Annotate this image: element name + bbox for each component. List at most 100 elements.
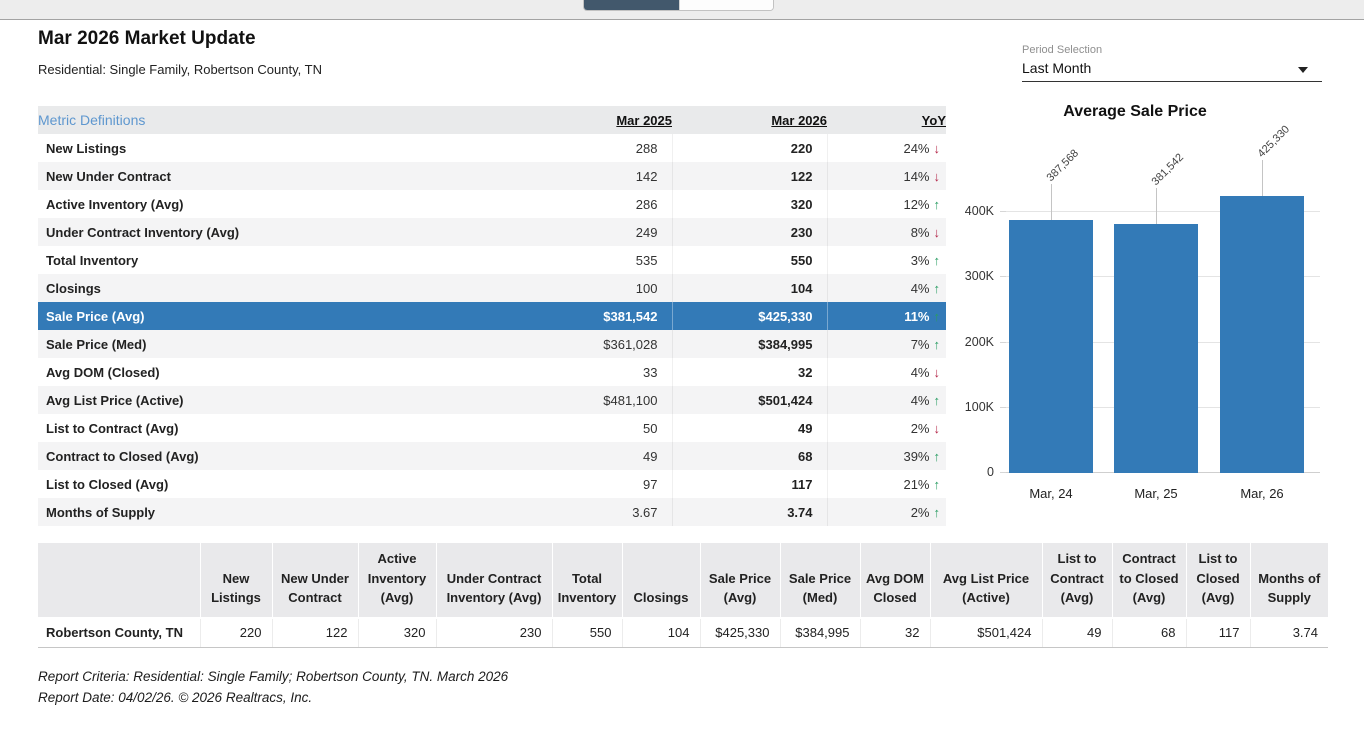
metric-prev-value: 50 [398, 414, 673, 442]
metric-curr-value: 104 [672, 274, 828, 302]
metric-curr-value: 320 [672, 190, 828, 218]
y-axis-tick: 400K [964, 204, 994, 219]
metric-prev-value: 535 [398, 246, 673, 274]
metric-row[interactable]: New Listings 288 220 24% ↓ [38, 134, 946, 162]
yoy-percent: 11% [904, 308, 930, 324]
metric-label: Months of Supply [46, 504, 156, 520]
summary-cell: 220 [199, 616, 272, 648]
metric-label: Active Inventory (Avg) [46, 196, 184, 212]
metrics-comparison-table: Metric Definitions Mar 2025 Mar 2026 YoY… [38, 106, 946, 526]
x-axis-label: Mar, 25 [1134, 486, 1178, 501]
summary-cell: 3.74 [1249, 616, 1328, 648]
gridline-400k: 400K [965, 204, 1320, 218]
metric-prev-value: 97 [398, 470, 673, 498]
metric-row[interactable]: Months of Supply 3.67 3.74 2% ↑ [38, 498, 946, 526]
metric-row[interactable]: List to Closed (Avg) 97 117 21% ↑ [38, 470, 946, 498]
summary-corner-cell [38, 543, 200, 618]
metric-label: Sale Price (Med) [46, 336, 147, 352]
bar-leader-line [1051, 184, 1052, 221]
metric-prev-value: $381,542 [398, 302, 673, 330]
bar-mar-26[interactable] [1220, 195, 1304, 473]
summary-row-label: Robertson County, TN [38, 616, 200, 648]
column-header-yoy[interactable]: YoY [921, 112, 946, 128]
metric-label: List to Contract (Avg) [46, 420, 179, 436]
yoy-percent: 2% [910, 504, 930, 520]
trend-arrow-icon: ↓ [933, 140, 941, 156]
metric-row[interactable]: Under Contract Inventory (Avg) 249 230 8% ↓ [38, 218, 946, 246]
yoy-percent: 39% [903, 448, 930, 464]
metric-yoy-cell: 39% ↑ [827, 442, 946, 470]
summary-cell: 117 [1185, 616, 1250, 648]
metric-prev-value: $361,028 [398, 330, 673, 358]
period-selection-label: Period Selection [1022, 44, 1103, 56]
bar-group-mar-25: 381,542 Mar, 25 [1114, 152, 1198, 501]
summary-cell: $501,424 [929, 616, 1042, 648]
chart-title: Average Sale Price [1063, 103, 1207, 120]
metric-curr-value: $425,330 [672, 302, 828, 330]
metric-curr-value: 3.74 [672, 498, 828, 526]
metric-row[interactable]: Closings 100 104 4% ↑ [38, 274, 946, 302]
metric-yoy-cell: 4% ↑ [827, 386, 946, 414]
summary-cell: 230 [435, 616, 552, 648]
metric-row[interactable]: New Under Contract 142 122 14% ↓ [38, 162, 946, 190]
bar-value-label: 387,568 [1044, 147, 1082, 185]
metric-curr-value: 32 [672, 358, 828, 386]
metric-yoy-cell: 11% ↑ [827, 302, 946, 330]
metric-definitions-link[interactable]: Metric Definitions [38, 112, 146, 128]
metrics-rows: New Listings 288 220 24% ↓ New Under Contract… [38, 134, 946, 526]
metric-prev-value: 49 [398, 442, 673, 470]
metric-row[interactable]: List to Contract (Avg) 50 49 2% ↓ [38, 414, 946, 442]
metric-label: Total Inventory [46, 252, 139, 268]
summary-cell: 49 [1041, 616, 1112, 648]
bar-mar-24[interactable] [1009, 220, 1093, 473]
metric-prev-value: 142 [398, 162, 673, 190]
metric-yoy-cell: 12% ↑ [827, 190, 946, 218]
view-toggle-inactive-segment[interactable] [678, 0, 773, 10]
period-selection-dropdown[interactable]: Last Month [1022, 60, 1322, 82]
summary-column-header: New Listings [199, 543, 272, 618]
metric-label: Closings [46, 280, 101, 296]
yoy-percent: 21% [903, 476, 930, 492]
trend-arrow-icon: ↓ [933, 224, 941, 240]
column-header-mar-2025[interactable]: Mar 2025 [616, 112, 672, 128]
metric-yoy-cell: 4% ↓ [827, 358, 946, 386]
metric-row[interactable]: Avg List Price (Active) $481,100 $501,424 4… [38, 386, 946, 414]
period-selection: Period Selection Last Month [1022, 44, 1322, 82]
summary-column-header: List to Closed (Avg) [1185, 543, 1250, 618]
metric-row[interactable]: Active Inventory (Avg) 286 320 12% ↑ [38, 190, 946, 218]
metric-row[interactable]: Sale Price (Med) $361,028 $384,995 7% ↑ [38, 330, 946, 358]
summary-column-header: Under Contract Inventory (Avg) [435, 543, 552, 618]
metric-row[interactable]: Contract to Closed (Avg) 49 68 39% ↑ [38, 442, 946, 470]
metric-curr-value: $501,424 [672, 386, 828, 414]
summary-cell: $425,330 [699, 616, 780, 648]
metric-row[interactable]: Sale Price (Avg) $381,542 $425,330 11% ↑ [38, 302, 946, 330]
metric-yoy-cell: 3% ↑ [827, 246, 946, 274]
metric-row[interactable]: Total Inventory 535 550 3% ↑ [38, 246, 946, 274]
yoy-percent: 3% [910, 252, 930, 268]
yoy-percent: 12% [903, 196, 930, 212]
metric-prev-value: $481,100 [398, 386, 673, 414]
view-toggle-active-segment[interactable] [584, 0, 679, 10]
summary-column-header: Active Inventory (Avg) [357, 543, 436, 618]
summary-cell: 68 [1111, 616, 1186, 648]
summary-cell: 122 [271, 616, 358, 648]
trend-arrow-icon: ↑ [933, 392, 941, 408]
bar-mar-25[interactable] [1114, 224, 1198, 473]
trend-arrow-icon: ↑ [933, 504, 941, 520]
summary-cell: $384,995 [779, 616, 860, 648]
metric-curr-value: 49 [672, 414, 828, 442]
summary-column-header: Sale Price (Avg) [699, 543, 780, 618]
metric-curr-value: 230 [672, 218, 828, 246]
yoy-percent: 4% [910, 392, 930, 408]
metric-yoy-cell: 14% ↓ [827, 162, 946, 190]
metric-row[interactable]: Avg DOM (Closed) 33 32 4% ↓ [38, 358, 946, 386]
top-strip [0, 0, 1364, 20]
summary-column-header: Avg DOM Closed [859, 543, 930, 618]
column-header-mar-2026[interactable]: Mar 2026 [771, 112, 827, 128]
summary-header-row: New Listings New Under Contract Active Inv… [38, 543, 1328, 618]
yoy-percent: 8% [910, 224, 930, 240]
trend-arrow-icon: ↑ [933, 196, 941, 212]
y-axis-tick: 300K [964, 269, 994, 284]
yoy-percent: 7% [910, 336, 930, 352]
